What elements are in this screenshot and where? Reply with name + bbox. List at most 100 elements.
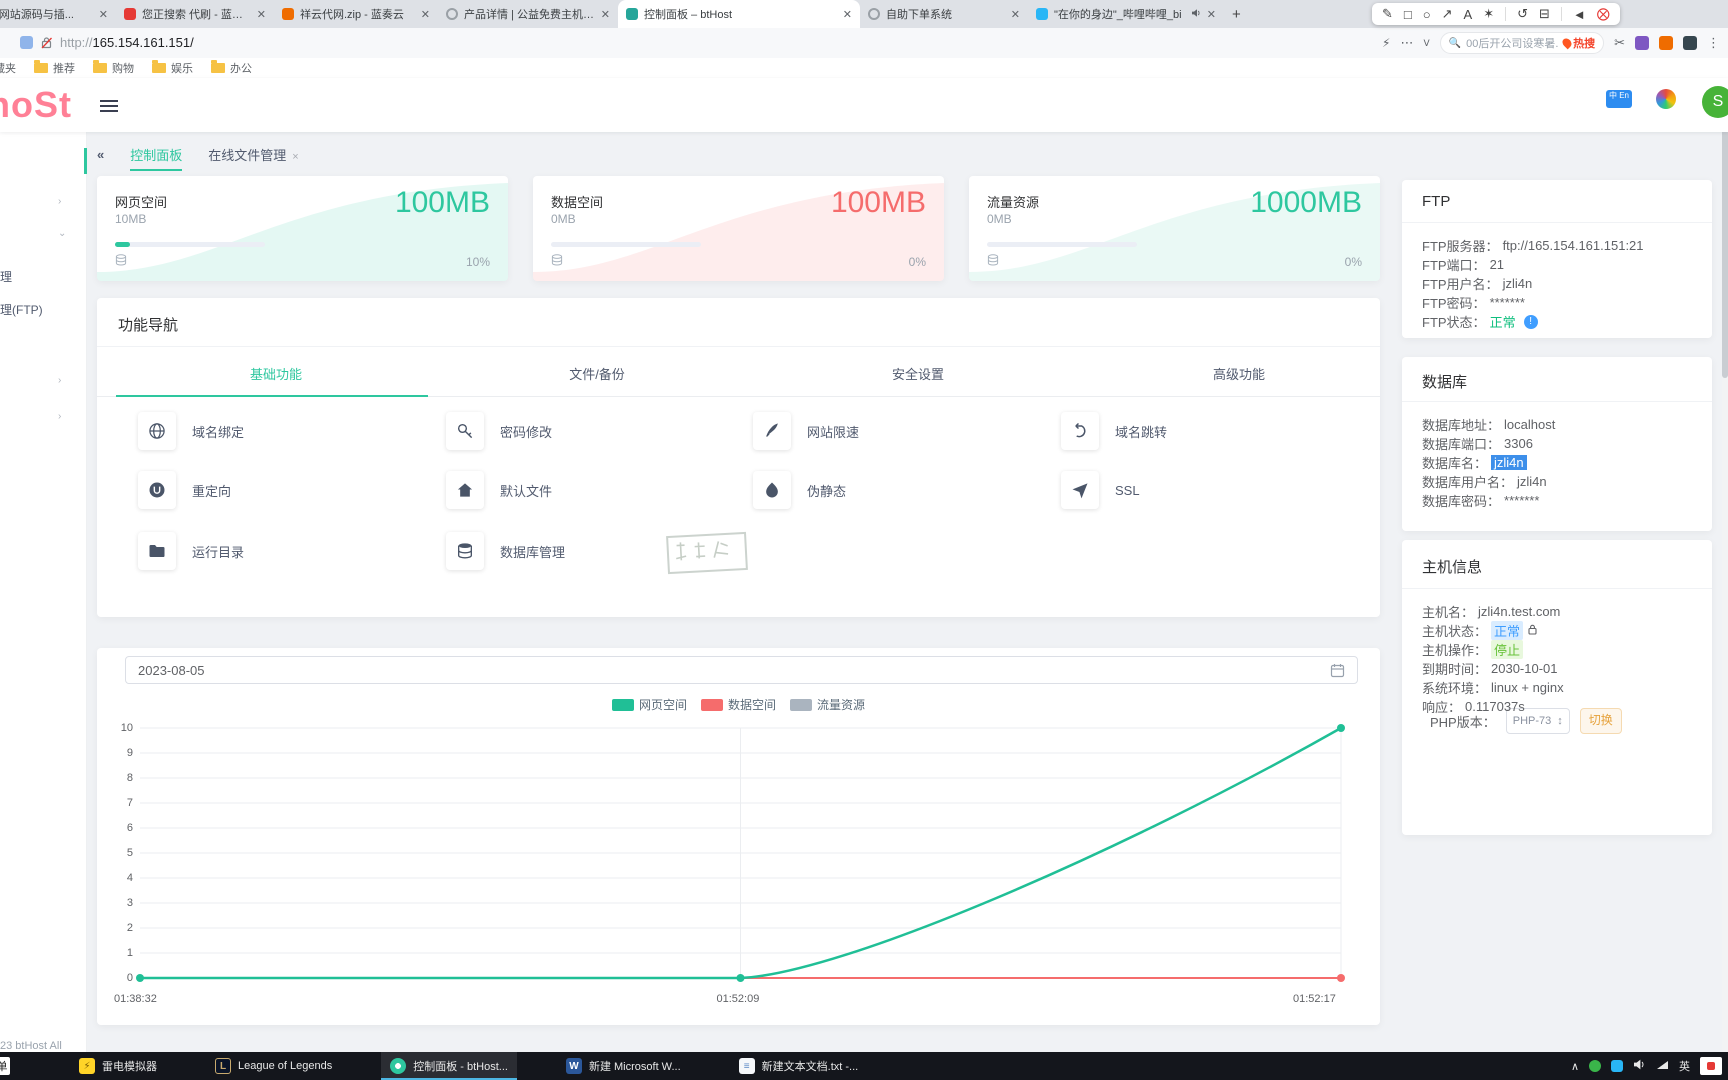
purple-extension-icon[interactable]	[1635, 36, 1649, 50]
taskbar-item[interactable]: L League of Legends	[206, 1052, 341, 1080]
y-axis-tick: 10	[120, 722, 133, 734]
not-secure-icon[interactable]	[40, 36, 53, 49]
hamburger-menu-icon[interactable]	[100, 97, 118, 115]
function-item[interactable]: 网站限速	[753, 412, 859, 450]
chevron-icon[interactable]: ›	[58, 196, 62, 207]
x-axis-tick: 01:52:09	[716, 993, 760, 1005]
undo-icon[interactable]: ↺	[1517, 6, 1529, 21]
tab-close-icon[interactable]: ✕	[1206, 8, 1216, 21]
function-tab[interactable]: 高级功能	[1212, 367, 1265, 382]
date-picker-input[interactable]: 2023-08-05	[125, 656, 1358, 684]
browser-address-bar[interactable]: http://165.154.161.151/ ⚡︎ ⋯ ᐯ 🔍 00后开公司设寒暑..…	[0, 28, 1728, 59]
user-avatar[interactable]: S	[1702, 86, 1728, 118]
bookmark-item[interactable]: 办公	[211, 60, 252, 76]
function-item[interactable]: 数据库管理	[446, 532, 565, 570]
function-item[interactable]: 域名跳转	[1061, 412, 1167, 450]
scissors-icon[interactable]: ✂	[1614, 35, 1625, 50]
content-tab-close-icon[interactable]: ×	[292, 150, 299, 163]
language-switch-badge[interactable]: 中 En	[1606, 90, 1632, 108]
bookmark-item[interactable]: 娱乐	[152, 60, 193, 76]
tray-caret-icon[interactable]: ∧	[1570, 1060, 1579, 1073]
orange-extension-icon[interactable]	[1659, 36, 1673, 50]
square-icon[interactable]: □	[1403, 6, 1412, 22]
key-icon	[446, 412, 484, 450]
theme-palette-icon[interactable]	[1656, 89, 1676, 109]
content-tab[interactable]: 在线文件管理 ×	[208, 147, 299, 163]
function-item[interactable]: 伪静态	[753, 471, 846, 509]
lightning-icon[interactable]: ⚡︎	[1382, 36, 1391, 50]
legend-item[interactable]: 流量资源	[790, 696, 865, 713]
tray-green-icon[interactable]	[1589, 1060, 1601, 1072]
input-method-indicator[interactable]: 英	[1679, 1061, 1690, 1073]
legend-item[interactable]: 数据空间	[700, 696, 776, 713]
chevron-icon[interactable]: ›	[58, 411, 62, 422]
notification-box[interactable]	[1700, 1057, 1722, 1075]
chevron-down-icon[interactable]: ᐯ	[1423, 37, 1430, 48]
chevron-icon[interactable]: ›	[58, 375, 62, 386]
taskbar-item[interactable]: W 新建 Microsoft W...	[557, 1052, 690, 1080]
browser-tab[interactable]: 自助下单系统 ✕	[860, 0, 1028, 28]
bookmark-item[interactable]: 购物	[93, 60, 134, 76]
info-label: FTP密码：	[1422, 296, 1486, 311]
tab-close-icon[interactable]: ✕	[600, 8, 610, 21]
tab-close-icon[interactable]: ✕	[1010, 8, 1020, 21]
tab-close-icon[interactable]: ✕	[842, 8, 852, 21]
tab-close-icon[interactable]: ✕	[420, 8, 430, 21]
speaker-icon[interactable]: ◄	[1572, 6, 1586, 22]
content-tab[interactable]: 控制面板	[130, 145, 183, 171]
arrow-icon[interactable]: ↗	[1441, 6, 1453, 21]
chevron-icon[interactable]: ⌄	[58, 228, 67, 239]
browser-tab[interactable]: 社 - 优质网站源码与插... ✕	[0, 0, 116, 28]
extension-icon[interactable]	[20, 36, 33, 49]
tray-blue-icon[interactable]	[1611, 1060, 1623, 1072]
function-tab[interactable]: 基础功能	[249, 367, 302, 382]
taskbar-item[interactable]: 控制面板 - btHost...	[381, 1052, 517, 1080]
tab-sound-icon[interactable]	[1191, 8, 1201, 21]
wand-icon[interactable]: ✶	[1483, 6, 1495, 21]
new-tab-button[interactable]: +	[1232, 6, 1241, 23]
network-icon[interactable]	[1656, 1058, 1669, 1074]
page-scrollbar[interactable]	[1722, 78, 1728, 1052]
tab-close-icon[interactable]: ✕	[98, 8, 108, 21]
dark-extension-icon[interactable]	[1683, 36, 1697, 50]
browser-tab[interactable]: 祥云代网.zip - 蓝奏云 ✕	[274, 0, 438, 28]
browser-menu-icon[interactable]: ⋮	[1707, 35, 1720, 50]
circle-icon[interactable]: ○	[1422, 6, 1431, 22]
sidebar-item-fragment[interactable]: 理(FTP)	[0, 303, 43, 317]
mic-muted-icon[interactable]: ⨂	[1596, 6, 1610, 21]
browser-tab[interactable]: 控制面板 – btHost ✕	[618, 0, 860, 28]
calendar-icon[interactable]	[1330, 663, 1345, 678]
browser-tab[interactable]: 产品详情 | 公益免费主机互联 ✕	[438, 0, 618, 28]
url-text[interactable]: http://165.154.161.151/	[60, 35, 194, 50]
function-tab[interactable]: 文件/备份	[569, 367, 625, 382]
sidebar-item-fragment[interactable]: 理	[0, 270, 13, 284]
browser-tab[interactable]: "在你的身边"_哔哩哔哩_bi ✕	[1028, 0, 1224, 28]
tab-close-icon[interactable]: ✕	[256, 8, 266, 21]
function-item[interactable]: 重定向	[138, 471, 231, 509]
page-scrollbar-thumb[interactable]	[1722, 78, 1728, 378]
collapse-tabs-icon[interactable]: «	[97, 146, 105, 162]
info-value: jzli4n	[1502, 276, 1533, 291]
lock-icon[interactable]	[1527, 623, 1538, 638]
function-item[interactable]: 域名绑定	[138, 412, 244, 450]
info-badge-icon[interactable]: !	[1523, 314, 1538, 329]
trash-icon[interactable]: ⊟	[1539, 6, 1550, 21]
more-icon[interactable]: ⋯	[1400, 35, 1414, 50]
quick-search-box[interactable]: 🔍 00后开公司设寒暑... 热搜	[1439, 32, 1605, 54]
text-icon[interactable]: A	[1463, 6, 1473, 22]
function-item[interactable]: 默认文件	[446, 471, 552, 509]
function-item[interactable]: SSL	[1061, 471, 1140, 509]
browser-tab[interactable]: 您正搜索 代刷 - 蓝校社 ✕	[116, 0, 274, 28]
function-item[interactable]: 运行目录	[138, 532, 244, 570]
php-version-select[interactable]: PHP-73 ↕	[1505, 708, 1570, 734]
function-item[interactable]: 密码修改	[446, 412, 552, 450]
bookmark-item[interactable]: 推荐	[34, 60, 75, 76]
taskbar-item[interactable]: ≡ 新建文本文档.txt -...	[730, 1052, 868, 1080]
bookmark-item[interactable]: 藏夹	[0, 60, 16, 76]
taskbar-item[interactable]: ⚡︎ 雷电模拟器	[70, 1052, 166, 1080]
pencil-icon[interactable]: ✎	[1382, 6, 1393, 21]
function-tab[interactable]: 安全设置	[891, 367, 944, 382]
legend-item[interactable]: 网页空间	[611, 696, 687, 713]
speaker-icon[interactable]	[1633, 1058, 1646, 1074]
php-switch-button[interactable]: 切换	[1579, 708, 1622, 734]
